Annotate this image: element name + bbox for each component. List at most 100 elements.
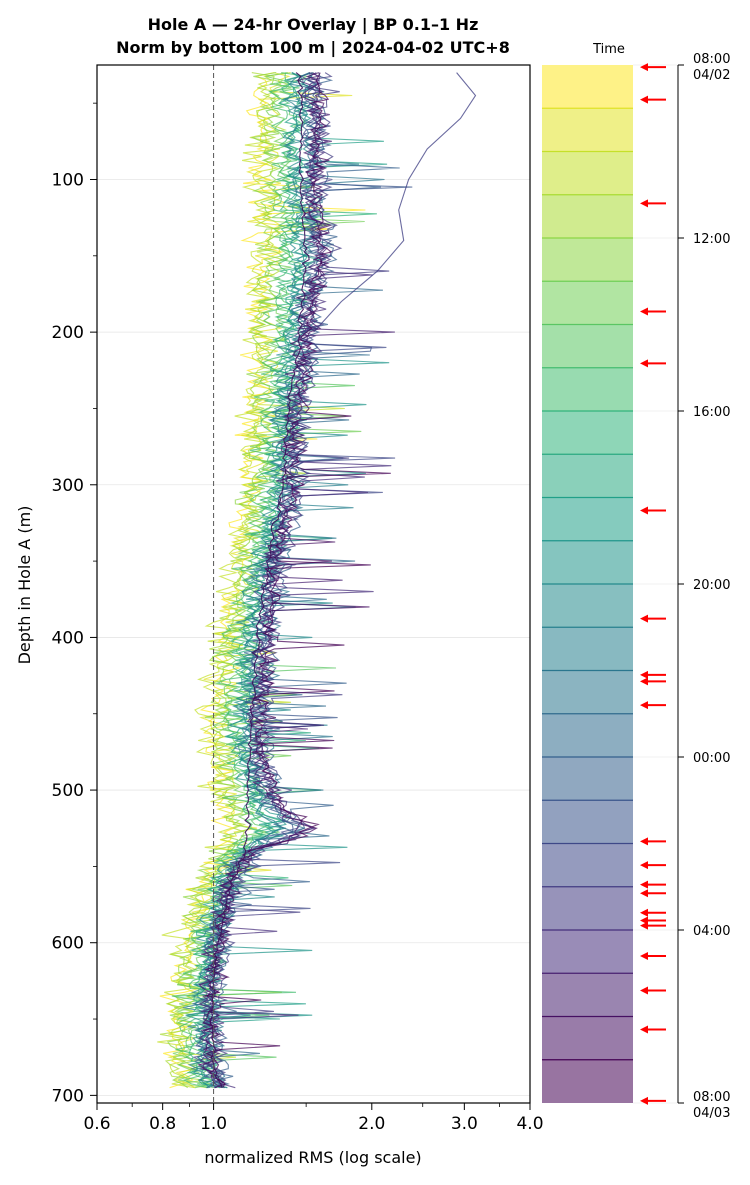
hourly-trace-22 — [198, 72, 395, 1089]
y-tick-label-100: 100 — [52, 170, 84, 190]
colorbar-band-2 — [542, 108, 633, 152]
chart-title: Hole A — 24-hr Overlay | BP 0.1–1 Hz — [148, 15, 479, 35]
colorbar-band-3 — [542, 151, 633, 195]
event-arrow-head — [640, 506, 648, 515]
y-tick-label-500: 500 — [52, 781, 84, 801]
event-markers — [640, 63, 666, 1105]
y-axis: 100 200 300 400 500 600 700 — [52, 102, 97, 1106]
hourly-trace-24 — [202, 72, 391, 1089]
y-tick-label-600: 600 — [52, 934, 84, 954]
event-arrow-10 — [640, 701, 666, 710]
hourly-trace-4 — [159, 72, 306, 1089]
colorbar-band-17 — [542, 757, 633, 801]
event-arrow-head — [640, 63, 648, 72]
colorbar-band-7 — [542, 324, 633, 368]
colorbar-axis: 08:0004/0212:0016:0020:0000:0004:0008:00… — [677, 52, 730, 1121]
colorbar-band-14 — [542, 627, 633, 671]
colorbar-tick-label-2: 16:00 — [693, 405, 730, 420]
hourly-trace-16 — [192, 72, 383, 1089]
x-tick-label-3.0: 3.0 — [451, 1114, 478, 1134]
event-arrow-head — [640, 670, 648, 679]
chart-subtitle: Norm by bottom 100 m | 2024-04-02 UTC+8 — [116, 38, 510, 58]
colorbar-band-13 — [542, 584, 633, 628]
colorbar-band-24 — [542, 1059, 633, 1103]
colorbar-band-23 — [542, 1016, 633, 1060]
colorbar-tick-sublabel-6: 04/03 — [693, 1106, 730, 1121]
colorbar-tick-label-0: 08:00 — [693, 52, 730, 67]
event-arrow-21 — [640, 1096, 666, 1105]
event-arrow-13 — [640, 880, 666, 889]
event-arrow-head — [640, 1025, 648, 1034]
event-arrow-head — [640, 986, 648, 995]
event-arrow-3 — [640, 199, 666, 208]
colorbar — [542, 64, 678, 1104]
colorbar-band-10 — [542, 454, 633, 498]
event-arrow-head — [640, 307, 648, 316]
event-arrow-6 — [640, 506, 666, 515]
x-tick-label-4.0: 4.0 — [516, 1114, 543, 1134]
y-tick-label-700: 700 — [52, 1086, 84, 1106]
hourly-trace-8 — [171, 72, 322, 1089]
event-arrow-head — [640, 1096, 648, 1105]
hourly-trace-17 — [204, 72, 400, 1089]
x-axis-label: normalized RMS (log scale) — [204, 1148, 421, 1167]
event-arrow-2 — [640, 95, 666, 104]
event-arrow-17 — [640, 921, 666, 930]
hourly-trace-5 — [166, 72, 329, 1089]
event-arrow-head — [640, 837, 648, 846]
event-arrow-8 — [640, 670, 666, 679]
event-arrow-head — [640, 359, 648, 368]
x-tick-label-1.0: 1.0 — [200, 1114, 227, 1134]
event-arrow-head — [640, 701, 648, 710]
colorbar-band-16 — [542, 713, 633, 757]
outlier-trace — [313, 72, 477, 333]
event-arrow-18 — [640, 951, 666, 960]
colorbar-tick-label-4: 00:00 — [693, 751, 730, 766]
colorbar-band-19 — [542, 843, 633, 887]
event-arrow-head — [640, 908, 648, 917]
hourly-trace-20 — [205, 72, 390, 1089]
colorbar-band-4 — [542, 194, 633, 238]
colorbar-band-5 — [542, 238, 633, 282]
event-arrow-14 — [640, 889, 666, 898]
event-arrow-11 — [640, 837, 666, 846]
colorbar-band-18 — [542, 800, 633, 844]
colorbar-band-12 — [542, 540, 633, 584]
colorbar-band-9 — [542, 411, 633, 455]
event-arrow-7 — [640, 614, 666, 623]
colorbar-band-22 — [542, 973, 633, 1017]
event-arrow-20 — [640, 1025, 666, 1034]
hourly-trace-13 — [185, 72, 348, 1089]
colorbar-tick-label-3: 20:00 — [693, 578, 730, 593]
event-arrow-head — [640, 951, 648, 960]
event-arrow-12 — [640, 861, 666, 870]
colorbar-band-8 — [542, 367, 633, 411]
y-tick-label-300: 300 — [52, 476, 84, 496]
event-arrow-head — [640, 677, 648, 686]
event-arrow-19 — [640, 986, 666, 995]
plot-frame — [96, 64, 531, 1104]
event-arrow-15 — [640, 908, 666, 917]
event-arrow-16 — [640, 916, 666, 925]
event-arrow-9 — [640, 677, 666, 686]
y-axis-label: Depth in Hole A (m) — [15, 506, 34, 665]
x-tick-label-2.0: 2.0 — [358, 1114, 385, 1134]
event-arrow-1 — [640, 63, 666, 72]
event-arrow-head — [640, 921, 648, 930]
event-arrow-head — [640, 916, 648, 925]
x-tick-label-0.8: 0.8 — [149, 1114, 176, 1134]
x-tick-label-0.6: 0.6 — [83, 1114, 110, 1134]
event-arrow-head — [640, 880, 648, 889]
event-arrow-head — [640, 614, 648, 623]
colorbar-band-1 — [542, 65, 633, 109]
event-arrow-5 — [640, 359, 666, 368]
event-arrow-head — [640, 199, 648, 208]
colorbar-tick-label-5: 04:00 — [693, 924, 730, 939]
colorbar-band-11 — [542, 497, 633, 541]
median-trace — [209, 72, 310, 1088]
colorbar-title: Time — [592, 42, 625, 57]
colorbar-tick-sublabel-0: 04/02 — [693, 68, 730, 83]
colorbar-band-20 — [542, 886, 633, 930]
